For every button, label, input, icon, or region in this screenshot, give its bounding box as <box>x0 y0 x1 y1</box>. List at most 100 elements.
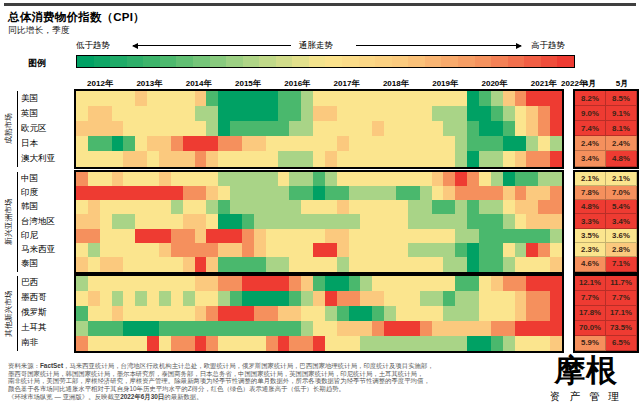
heatmap-cell <box>88 200 100 214</box>
heatmap-cell <box>206 136 218 151</box>
heatmap-cell <box>289 91 301 106</box>
legend-step <box>408 56 425 67</box>
heatmap-cell <box>432 91 444 106</box>
heatmap-cell <box>538 91 550 106</box>
heatmap-cell <box>88 172 100 186</box>
heatmap-cell <box>349 229 361 243</box>
heatmap-cell <box>183 151 195 166</box>
heatmap-cell <box>479 306 491 321</box>
heatmap-cell <box>408 172 420 186</box>
heatmap-cell <box>301 229 313 243</box>
heatmap-cell <box>254 257 266 271</box>
heatmap-cell <box>443 243 455 257</box>
heatmap-cell <box>112 291 124 306</box>
row-label: 中国 <box>21 173 38 185</box>
heatmap-cell <box>183 121 195 136</box>
heatmap-cell <box>408 151 420 166</box>
latest-value-cell: 4.6% <box>575 257 606 271</box>
heatmap-cell <box>100 214 112 228</box>
heatmap-cell <box>313 214 325 228</box>
heatmap-cell <box>135 172 147 186</box>
heatmap-cell <box>206 121 218 136</box>
heatmap-cell <box>384 306 396 321</box>
heatmap-cell <box>266 243 278 257</box>
heatmap-cell <box>159 321 171 336</box>
heatmap-cell <box>337 336 349 351</box>
heatmap-cell <box>195 151 207 166</box>
heatmap-cell <box>503 214 515 228</box>
latest-values-grid: 2.1%2.1%7.8%7.0%4.8%5.4%3.3%3.4%3.5%3.6%… <box>573 170 639 274</box>
latest-value-cell: 3.5% <box>575 229 606 243</box>
heatmap-cell <box>159 136 171 151</box>
heatmap-cell <box>360 336 372 351</box>
heatmap-cell <box>159 121 171 136</box>
heatmap-cell <box>159 91 171 106</box>
heatmap-cell <box>76 200 88 214</box>
heatmap-cell <box>349 136 361 151</box>
heatmap-cell <box>230 172 242 186</box>
heatmap-cell <box>171 276 183 291</box>
heatmap-cell <box>396 229 408 243</box>
heatmap-cell <box>420 276 432 291</box>
heatmap-cell <box>337 243 349 257</box>
latest-value-cell: 9.1% <box>606 106 637 121</box>
heatmap-cell <box>218 106 230 121</box>
heatmap-cell <box>455 186 467 200</box>
heatmap-cell <box>420 257 432 271</box>
heatmap-cell <box>479 243 491 257</box>
heatmap-cell <box>230 321 242 336</box>
heatmap-cell <box>443 136 455 151</box>
legend-above-trend-label: 高于趋势 <box>531 40 565 51</box>
heatmap-cell <box>195 136 207 151</box>
heatmap-cell <box>171 291 183 306</box>
heatmap-cell <box>467 136 479 151</box>
heatmap-cell <box>206 243 218 257</box>
heatmap-cell <box>467 200 479 214</box>
heatmap-cell <box>443 186 455 200</box>
heatmap-cell <box>254 306 266 321</box>
heatmap-cell <box>76 257 88 271</box>
heatmap-cell <box>479 200 491 214</box>
heatmap-cell <box>526 172 538 186</box>
heatmap-cell <box>443 106 455 121</box>
heatmap-cell <box>159 151 171 166</box>
heatmap-cell <box>420 306 432 321</box>
legend-step <box>110 56 127 67</box>
heatmap-cell <box>538 106 550 121</box>
heatmap-cell <box>112 151 124 166</box>
heatmap-cell <box>479 257 491 271</box>
heatmap-cell <box>183 106 195 121</box>
heatmap-cell <box>313 257 325 271</box>
heatmap-cell <box>420 214 432 228</box>
heatmap-cell <box>76 336 88 351</box>
legend-key-label: 图例 <box>28 57 46 70</box>
heatmap-cell <box>443 306 455 321</box>
heatmap-cell <box>183 257 195 271</box>
heatmap-cell <box>372 306 384 321</box>
heatmap-cell <box>360 200 372 214</box>
heatmap-cell <box>526 151 538 166</box>
heatmap-cell <box>408 200 420 214</box>
heatmap-cell <box>325 186 337 200</box>
year-label: 2017年 <box>334 78 360 89</box>
heatmap-cell <box>479 91 491 106</box>
heatmap-cell <box>171 200 183 214</box>
heatmap-cell <box>455 306 467 321</box>
heatmap-cell <box>408 136 420 151</box>
heatmap-cell <box>526 243 538 257</box>
heatmap-cell <box>206 172 218 186</box>
heatmap-cell <box>538 229 550 243</box>
year-label: 2016年 <box>284 78 310 89</box>
heatmap-cell <box>408 186 420 200</box>
heatmap-cell <box>123 106 135 121</box>
heatmap-cell <box>147 257 159 271</box>
heatmap-cell <box>289 172 301 186</box>
legend-step <box>425 56 442 67</box>
latest-value-cell: 3.4% <box>575 151 606 166</box>
heatmap-cell <box>467 151 479 166</box>
latest-value-cell: 17.8% <box>575 306 606 321</box>
legend-step <box>176 56 193 67</box>
heatmap-cell <box>325 106 337 121</box>
heatmap-cell <box>337 200 349 214</box>
heatmap-cell <box>443 151 455 166</box>
